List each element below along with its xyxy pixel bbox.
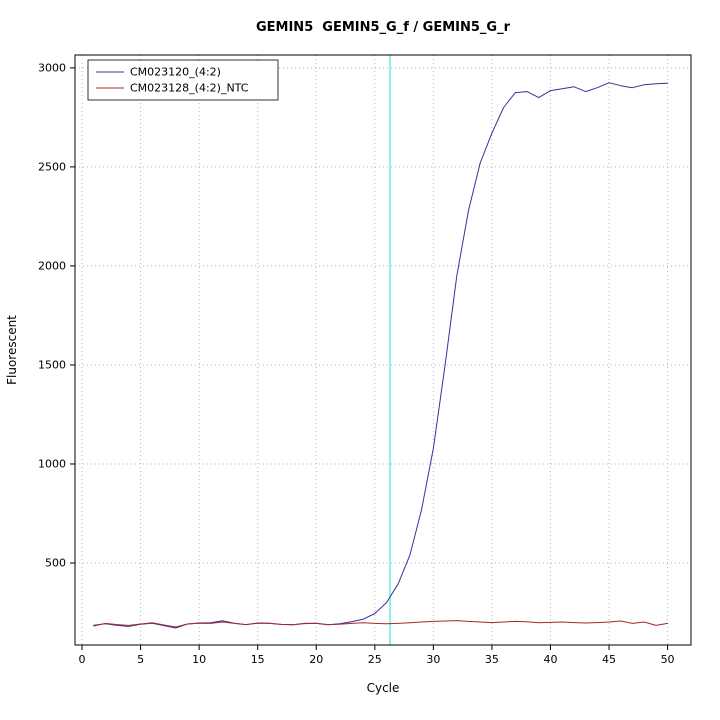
x-tick-label: 10 — [192, 653, 206, 666]
legend-label-0: CM023120_(4:2) — [130, 66, 221, 79]
legend-label-1: CM023128_(4:2)_NTC — [130, 82, 249, 95]
series-line-1 — [93, 620, 669, 628]
y-tick-label: 500 — [45, 557, 66, 570]
x-tick-label: 30 — [426, 653, 440, 666]
x-tick-label: 25 — [368, 653, 382, 666]
legend: CM023120_(4:2) CM023128_(4:2)_NTC — [87, 59, 279, 101]
y-tick-label: 2000 — [38, 259, 66, 272]
x-tick-label: 40 — [543, 653, 557, 666]
axis-ticks — [70, 67, 669, 650]
x-tick-label: 5 — [137, 653, 144, 666]
x-axis-label: Cycle — [367, 681, 400, 695]
y-tick-label: 1500 — [38, 358, 66, 371]
chart-title: GEMIN5 GEMIN5_G_f / GEMIN5_G_r — [255, 20, 510, 35]
x-tick-label: 45 — [602, 653, 616, 666]
x-tick-label: 0 — [79, 653, 86, 666]
y-tick-label: 3000 — [38, 61, 66, 74]
y-axis-label: Fluorescent — [5, 315, 19, 385]
y-tick-label: 2500 — [38, 160, 66, 173]
x-tick-label: 35 — [485, 653, 499, 666]
grid-lines — [75, 55, 691, 645]
y-tick-label: 1000 — [38, 457, 66, 470]
plot-border — [74, 54, 692, 646]
series-line-0 — [93, 82, 669, 629]
x-tick-label: 15 — [251, 653, 265, 666]
x-tick-label: 50 — [661, 653, 675, 666]
axis-tick-labels: 0 5 10 15 20 25 30 35 40 45 50 500 1000 1500 2000 2500 3… — [38, 61, 675, 666]
legend-box — [87, 59, 279, 101]
x-tick-label: 20 — [309, 653, 323, 666]
